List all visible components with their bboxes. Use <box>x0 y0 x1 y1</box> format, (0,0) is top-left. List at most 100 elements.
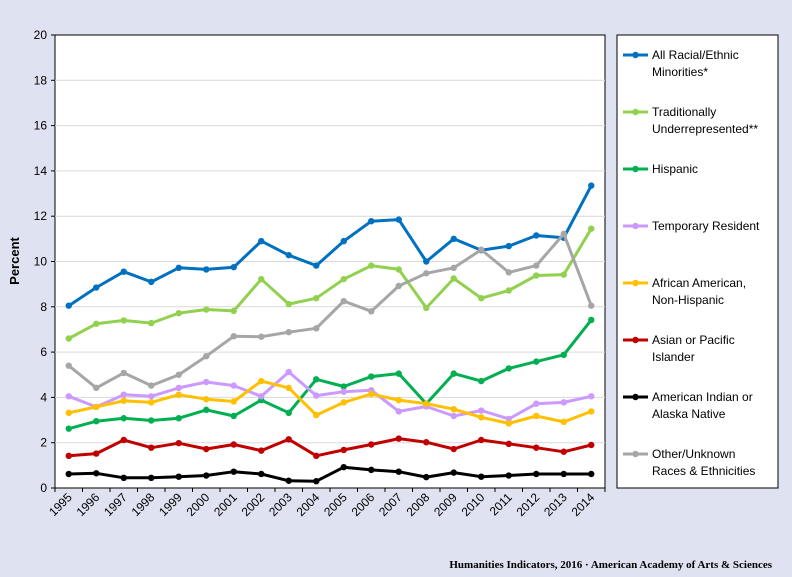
legend-label-line: Alaska Native <box>652 407 726 421</box>
data-point <box>450 405 457 413</box>
y-tick-label: 18 <box>34 73 48 87</box>
legend-label-line: American Indian or <box>652 390 753 404</box>
data-point <box>588 225 595 232</box>
legend-swatch-marker <box>632 336 639 344</box>
data-point <box>395 468 402 475</box>
data-point <box>560 399 567 406</box>
data-point <box>340 388 347 395</box>
data-point <box>423 439 430 446</box>
data-point <box>560 230 567 238</box>
data-point <box>258 470 265 478</box>
data-point <box>533 262 540 269</box>
data-point <box>478 473 485 480</box>
data-point <box>478 377 485 385</box>
data-point <box>175 264 182 272</box>
data-point <box>148 399 155 406</box>
data-point <box>505 440 512 448</box>
data-point <box>93 320 100 327</box>
legend-label-line: Non-Hispanic <box>652 293 724 307</box>
data-point <box>285 328 292 336</box>
data-point <box>65 302 72 309</box>
data-point <box>505 287 512 294</box>
data-point <box>93 470 100 477</box>
data-point <box>203 406 210 414</box>
data-point <box>588 182 595 189</box>
x-tick-label: 2005 <box>321 490 350 519</box>
data-point <box>340 237 347 245</box>
series-line <box>68 370 592 421</box>
x-tick-label: 2002 <box>239 490 268 519</box>
data-point <box>478 414 485 421</box>
data-point <box>368 466 375 474</box>
x-tick-label: 2011 <box>487 490 515 518</box>
data-point <box>230 412 237 420</box>
data-point <box>258 377 265 385</box>
data-point <box>230 398 237 405</box>
data-point <box>175 415 182 422</box>
legend-swatch-marker <box>632 450 639 458</box>
data-point <box>450 469 457 476</box>
data-point <box>148 393 155 400</box>
x-tick-label: 2012 <box>514 490 543 519</box>
data-point <box>340 399 347 406</box>
legend-label-line: Underrepresented** <box>652 122 758 136</box>
data-point <box>93 450 100 457</box>
legend-label: Hispanic <box>652 162 698 176</box>
series-line <box>68 437 592 458</box>
legend-label: All Racial/Ethnic Minorities* <box>652 48 739 79</box>
data-point <box>340 275 347 283</box>
data-point <box>313 294 320 302</box>
y-tick-label: 20 <box>34 28 48 42</box>
legend-label-line: Islander <box>652 350 695 364</box>
data-point <box>505 269 512 276</box>
x-tick-label: 2009 <box>431 490 460 519</box>
legend-swatch-marker <box>632 108 639 116</box>
data-point <box>533 232 540 239</box>
data-point <box>285 251 292 259</box>
footer-credit: Humanities Indicators, 2016 · American A… <box>449 559 772 571</box>
legend-label: African American, Non-Hispanic <box>652 276 746 307</box>
data-point <box>65 335 72 342</box>
y-tick-label: 4 <box>40 390 47 404</box>
data-point <box>93 384 100 392</box>
data-point <box>230 263 237 271</box>
data-point <box>120 474 127 482</box>
y-axis-ticks: 0 2 4 6 8 10 12 14 16 18 20 <box>34 28 55 495</box>
data-point <box>313 411 320 419</box>
data-point <box>560 448 567 455</box>
legend-label: Asian or Pacific Islander <box>652 333 735 364</box>
series-line <box>67 184 593 307</box>
data-point <box>423 258 430 265</box>
data-point <box>368 390 375 398</box>
x-axis-ticks: 1995199619971998199920002001200220032004… <box>46 488 606 519</box>
x-tick-label: 1996 <box>74 490 103 519</box>
data-point <box>423 400 430 407</box>
data-point <box>423 270 430 277</box>
data-point <box>450 264 457 272</box>
data-point <box>203 445 210 453</box>
data-point <box>313 325 320 332</box>
data-point <box>285 368 292 376</box>
data-point <box>230 382 237 389</box>
data-point <box>175 391 182 398</box>
data-point <box>395 435 402 442</box>
data-point <box>65 425 72 432</box>
data-point <box>560 351 567 359</box>
series-layer <box>65 182 595 485</box>
data-point <box>478 294 485 302</box>
data-point <box>175 309 182 317</box>
data-point <box>423 473 430 481</box>
y-tick-label: 14 <box>34 164 48 178</box>
x-tick-label: 2000 <box>184 490 213 519</box>
data-point <box>65 452 72 460</box>
data-point <box>368 373 375 380</box>
data-point <box>478 407 485 414</box>
data-point <box>203 306 210 313</box>
data-point <box>478 436 485 444</box>
data-point <box>395 396 402 404</box>
series-line <box>68 379 592 425</box>
data-point <box>560 271 567 278</box>
data-point <box>533 444 540 451</box>
data-point <box>120 317 127 324</box>
